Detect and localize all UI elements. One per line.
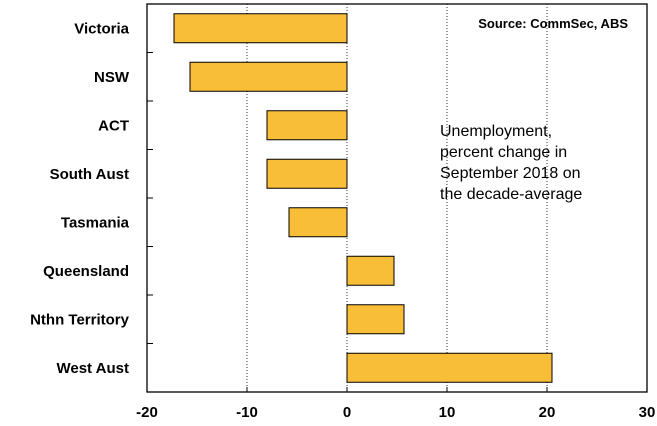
bar-queensland [346,255,395,286]
x-tick-label: -10 [236,404,258,421]
bars [173,13,553,383]
chart-annotation: Unemployment, percent change in Septembe… [440,123,585,203]
bar-south-aust [266,158,348,189]
x-tick-label: 30 [639,404,656,421]
bar-act [266,110,348,141]
bar-nsw [189,61,348,92]
category-label: ACT [98,117,129,134]
source-label: Source: CommSec, ABS [478,16,628,31]
category-label: Victoria [74,20,129,37]
annotation-line-3: September 2018 on [440,165,581,182]
category-label: South Aust [50,166,129,183]
tick-marks [146,52,648,392]
category-label: Tasmania [61,214,130,231]
x-tick-label: 20 [539,404,556,421]
bar-nthn-territory [346,304,405,335]
x-tick-label: -20 [136,404,158,421]
category-label: Nthn Territory [30,311,130,328]
category-label: NSW [94,69,130,86]
category-labels: Victoria NSW ACT South Aust Tasmania Queensla… [30,20,130,377]
bar-tasmania [288,207,348,238]
annotation-line-2: percent change in [440,144,567,161]
bar-west-aust [346,352,553,383]
x-tick-labels: -20 -10 0 10 20 30 [136,404,655,421]
category-label: Queensland [43,263,129,280]
category-label: West Aust [56,360,129,377]
annotation-line-4: the decade-average [440,186,582,203]
bar-victoria [173,13,348,44]
x-tick-label: 0 [343,404,351,421]
annotation-line-1: Unemployment, [440,123,552,140]
x-tick-label: 10 [439,404,456,421]
